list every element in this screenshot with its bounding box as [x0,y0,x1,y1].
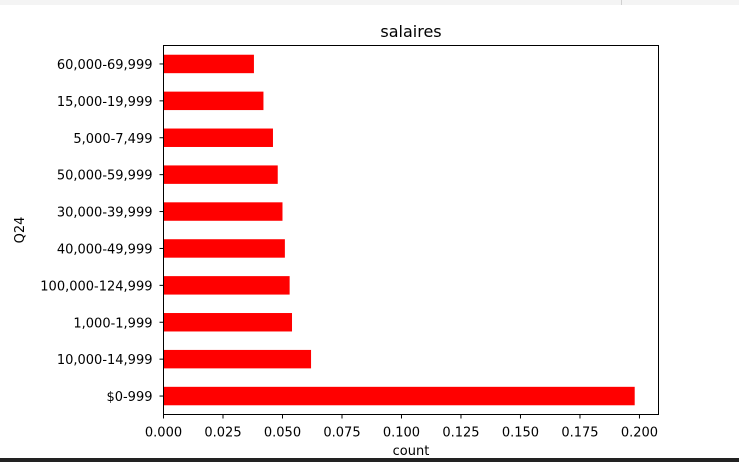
ticks-group [159,63,640,419]
y-tick-label: 100,000-124,999 [40,279,152,294]
bar [163,128,273,147]
y-tick-label: 10,000-14,999 [57,353,153,368]
x-tick-label: 0.050 [264,426,301,441]
x-tick-label: 0.175 [561,426,598,441]
x-tick-label: 0.100 [383,426,420,441]
bar [163,276,290,295]
y-tick-label: 5,000-7,499 [73,132,152,147]
top-strip [0,0,739,5]
bar [163,386,635,406]
y-tick-label: 40,000-49,999 [57,242,153,257]
bar [163,239,285,258]
bar [163,202,283,221]
bottom-bar [0,458,739,462]
bar [163,349,312,369]
y-axis-label: Q24 [13,217,28,244]
x-tick-label: 0.200 [621,426,658,441]
bar [163,165,278,184]
plot-frame [163,45,659,415]
x-axis-label: count [393,444,430,459]
chart-title: salaires [380,22,441,41]
x-tick-label: 0.150 [502,426,539,441]
bar [163,91,264,111]
x-tick-label: 0.025 [204,426,241,441]
y-tick-label: 60,000-69,999 [57,58,153,73]
y-tick-labels: $0-999 10,000-14,999 1,000-1,999 100,000-12… [40,58,152,405]
bar [163,313,293,332]
y-tick-label: 50,000-59,999 [57,169,153,184]
x-tick-label: 0.125 [442,426,479,441]
x-tick-labels: 0.000 0.025 0.050 0.075 0.100 0.125 0.150 0.175… [145,426,658,441]
x-tick-label: 0.000 [145,426,182,441]
y-tick-label: 1,000-1,999 [73,316,152,331]
x-tick-label: 0.075 [323,426,360,441]
bar [163,54,254,74]
y-tick-label: 30,000-39,999 [57,206,153,221]
y-tick-label: 15,000-19,999 [57,95,153,110]
y-tick-label: $0-999 [106,390,152,405]
bars-group [163,54,635,406]
top-strip-divider [621,0,622,5]
